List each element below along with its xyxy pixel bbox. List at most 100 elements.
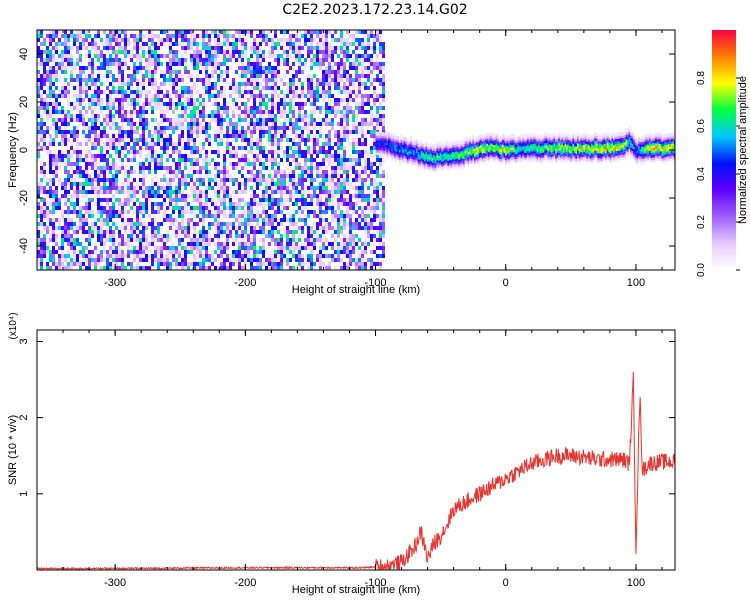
heatmap-cell [307,210,310,214]
heatmap-cell [46,50,49,54]
heatmap-cell [346,190,349,194]
heatmap-cell [268,38,271,42]
heatmap-cell [130,182,133,186]
heatmap-cell [118,142,121,146]
heatmap-cell [250,222,253,226]
heatmap-cell [325,166,328,170]
heatmap-cell [325,178,328,182]
heatmap-cell [340,74,343,78]
heatmap-cell [52,102,55,106]
heatmap-cell [241,198,244,202]
heatmap-cell [319,78,322,82]
heatmap-cell [64,90,67,94]
heatmap-cell [235,162,238,166]
heatmap-cell [259,30,262,34]
heatmap-cell [184,110,187,114]
heatmap-cell [169,170,172,174]
heatmap-cell [115,238,118,242]
heatmap-cell [121,110,124,114]
heatmap-cell [295,118,298,122]
heatmap-cell [67,34,70,38]
heatmap-cell [73,182,76,186]
heatmap-cell [49,58,52,62]
heatmap-cell [190,98,193,102]
heatmap-cell [277,254,280,258]
heatmap-cell [268,62,271,66]
heatmap-cell [373,34,376,38]
heatmap-cell [364,262,367,266]
heatmap-cell [382,54,385,58]
heatmap-cell [43,186,46,190]
heatmap-cell [145,50,148,54]
heatmap-cell [292,174,295,178]
heatmap-cell [355,70,358,74]
heatmap-cell [370,162,373,166]
heatmap-cell [378,148,381,153]
heatmap-cell [157,90,160,94]
heatmap-cell [40,138,43,142]
heatmap-cell [301,134,304,138]
heatmap-cell [241,58,244,62]
heatmap-cell [244,90,247,94]
heatmap-cell [199,50,202,54]
heatmap-cell [142,114,145,118]
heatmap-cell [301,190,304,194]
heatmap-cell [316,78,319,82]
heatmap-cell [109,234,112,238]
heatmap-cell [208,198,211,202]
heatmap-cell [208,158,211,162]
heatmap-cell [322,98,325,102]
heatmap-cell [97,230,100,234]
heatmap-cell [157,130,160,134]
heatmap-cell [235,134,238,138]
heatmap-cell [181,170,184,174]
heatmap-cell [214,162,217,166]
heatmap-cell [286,38,289,42]
heatmap-cell [181,118,184,122]
heatmap-cell [325,118,328,122]
heatmap-cell [265,118,268,122]
heatmap-cell [259,178,262,182]
heatmap-cell [238,86,241,90]
heatmap-cell [76,262,79,266]
heatmap-cell [238,74,241,78]
heatmap-cell [241,242,244,246]
heatmap-cell [52,46,55,50]
heatmap-cell [130,74,133,78]
heatmap-cell [187,242,190,246]
heatmap-cell [109,218,112,222]
heatmap-cell [178,150,181,154]
heatmap-cell [205,186,208,190]
heatmap-cell [175,90,178,94]
heatmap-cell [49,250,52,254]
heatmap-cell [52,66,55,70]
heatmap-cell [271,194,274,198]
heatmap-cell [295,130,298,134]
heatmap-cell [43,102,46,106]
heatmap-cell [196,262,199,266]
heatmap-cell [163,82,166,86]
heatmap-cell [202,190,205,194]
heatmap-cell [115,266,118,270]
heatmap-cell [43,106,46,110]
heatmap-cell [148,34,151,38]
heatmap-cell [79,58,82,62]
heatmap-cell [340,162,343,166]
heatmap-cell [217,66,220,70]
heatmap-cell [70,58,73,62]
heatmap-cell [193,226,196,230]
heatmap-cell [64,202,67,206]
heatmap-cell [325,58,328,62]
heatmap-cell [250,142,253,146]
heatmap-cell [384,143,387,148]
heatmap-cell [361,250,364,254]
heatmap-cell [196,122,199,126]
heatmap-cell [389,143,392,148]
heatmap-cell [196,146,199,150]
heatmap-cell [298,262,301,266]
heatmap-cell [85,246,88,250]
heatmap-cell [337,54,340,58]
heatmap-cell [115,110,118,114]
heatmap-cell [82,254,85,258]
heatmap-cell [340,222,343,226]
